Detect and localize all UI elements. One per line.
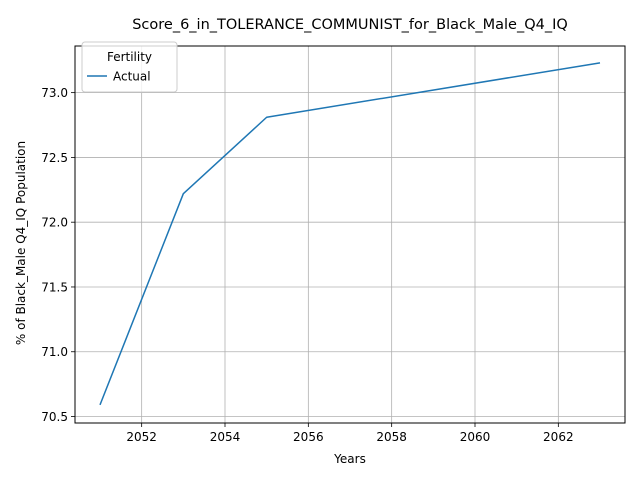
legend-label-actual: Actual — [113, 70, 151, 84]
y-tick-label: 72.5 — [41, 151, 68, 165]
y-tick-label: 71.5 — [41, 280, 68, 294]
plot-series — [99, 62, 601, 406]
x-tick-label: 2058 — [376, 430, 407, 444]
chart-title: Score_6_in_TOLERANCE_COMMUNIST_for_Black… — [132, 17, 568, 33]
x-axis-label: Years — [333, 452, 366, 466]
legend-box — [81, 41, 178, 93]
y-tick-label: 71.0 — [41, 345, 68, 359]
x-tick-label: 2060 — [460, 430, 491, 444]
x-axis-ticks: 2052 2054 2056 2058 2060 2062 — [126, 423, 574, 444]
x-tick-label: 2062 — [543, 430, 574, 444]
y-axis-label: % of Black_Male Q4_IQ Population — [14, 141, 28, 345]
legend: Fertility Actual — [81, 41, 178, 93]
y-tick-label: 70.5 — [41, 410, 68, 424]
grid-lines — [75, 46, 625, 423]
plot-frame — [74, 45, 626, 424]
y-tick-label: 73.0 — [41, 86, 68, 100]
y-tick-label: 72.0 — [41, 216, 68, 230]
x-tick-label: 2056 — [293, 430, 324, 444]
series-line-actual — [99, 62, 601, 406]
x-tick-label: 2054 — [210, 430, 241, 444]
y-axis-ticks: 70.5 71.0 71.5 72.0 72.5 73.0 — [41, 86, 75, 424]
x-tick-label: 2052 — [126, 430, 157, 444]
legend-title: Fertility — [107, 50, 152, 64]
